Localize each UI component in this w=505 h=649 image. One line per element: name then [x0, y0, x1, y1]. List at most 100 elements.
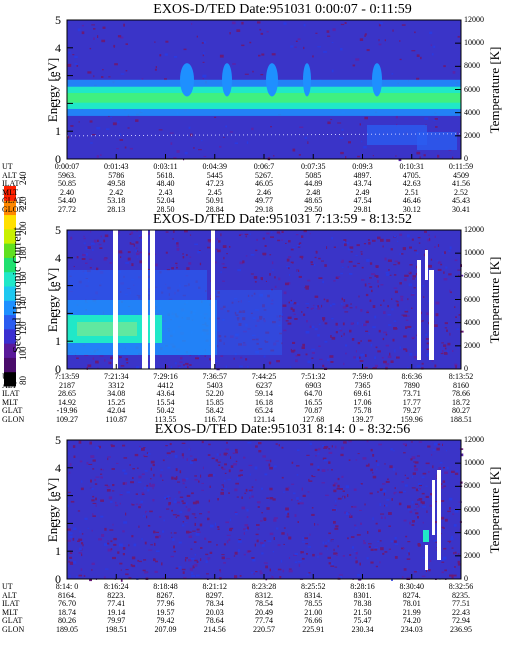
noise-cell: [295, 40, 298, 42]
noise-cell: [141, 492, 144, 496]
orbit-table-cell: 8:21:12: [202, 582, 227, 591]
orbit-table-row-label: UT: [2, 372, 13, 381]
orbit-table-cell: 0:09:3: [352, 162, 373, 171]
noise-cell: [297, 502, 300, 505]
noise-cell: [301, 541, 306, 543]
noise-cell: [138, 525, 140, 528]
noise-cell: [378, 443, 382, 446]
noise-cell: [176, 247, 180, 251]
noise-cell: [323, 445, 328, 448]
noise-cell: [174, 362, 177, 365]
noise-cell: [331, 42, 334, 44]
noise-cell: [182, 256, 185, 259]
noise-cell: [96, 126, 101, 130]
orbit-table-cell: 20.49: [255, 607, 273, 617]
noise-cell: [188, 535, 193, 538]
noise-cell: [92, 459, 96, 462]
noise-cell: [180, 356, 183, 360]
orbit-table-row-label: GLAT: [2, 406, 23, 416]
orbit-table-cell: 45.43: [452, 196, 470, 206]
noise-cell: [186, 267, 190, 271]
chart-time-range: 8:14: 0 - 8:32:56: [316, 422, 411, 437]
noise-cell: [136, 230, 138, 232]
saturation-spike: [432, 480, 435, 535]
noise-cell: [377, 491, 379, 493]
noise-cell: [170, 142, 173, 145]
noise-cell: [209, 358, 212, 361]
noise-cell: [294, 46, 297, 48]
noise-cell: [429, 237, 431, 241]
noise-cell: [120, 256, 122, 258]
noise-cell: [216, 453, 219, 456]
y2-tick-label: 4000: [464, 107, 480, 117]
orbit-table-row-label: ALT: [2, 170, 17, 180]
noise-cell: [412, 275, 416, 278]
saturation-spike: [437, 470, 441, 560]
y-tick-label: 4: [55, 40, 61, 55]
noise-cell: [97, 35, 99, 38]
noise-cell: [78, 121, 80, 123]
noise-cell: [246, 516, 249, 519]
noise-cell: [252, 70, 254, 73]
noise-cell: [315, 306, 318, 308]
noise-cell: [234, 488, 238, 492]
orbit-table-row-label: ILAT: [2, 179, 20, 189]
noise-cell: [322, 280, 324, 284]
noise-cell: [340, 23, 345, 26]
noise-cell: [119, 562, 123, 565]
noise-cell: [337, 477, 340, 481]
noise-cell: [102, 69, 104, 71]
noise-cell: [309, 442, 312, 446]
orbit-table-cell: 0:11:59: [448, 162, 474, 171]
noise-cell: [333, 521, 336, 524]
noise-cell: [108, 361, 110, 365]
noise-cell: [372, 155, 374, 157]
noise-cell: [271, 288, 273, 291]
noise-cell: [364, 366, 368, 369]
orbit-table-cell: 8235.: [452, 590, 470, 600]
y2-tick-label: 12000: [464, 435, 484, 444]
noise-cell: [363, 146, 367, 149]
noise-cell: [375, 346, 378, 349]
noise-cell: [399, 282, 402, 285]
noise-cell: [221, 488, 224, 491]
noise-cell: [217, 249, 221, 253]
noise-cell: [393, 327, 397, 330]
noise-cell: [396, 356, 400, 359]
noise-cell: [97, 367, 99, 370]
orbit-table-cell: 41.56: [452, 179, 470, 189]
orbit-table-cell: 2.45: [207, 187, 222, 197]
noise-cell: [107, 548, 112, 552]
y2-tick-label: 0: [464, 364, 468, 373]
noise-cell: [166, 269, 170, 271]
noise-cell: [215, 248, 218, 250]
noise-cell: [301, 311, 303, 313]
noise-cell: [263, 519, 267, 521]
noise-cell: [215, 459, 218, 462]
noise-cell: [155, 550, 160, 552]
noise-cell: [421, 362, 424, 365]
noise-cell: [307, 546, 311, 548]
noise-cell: [100, 476, 103, 479]
orbit-table-cell: 189.05: [56, 624, 78, 634]
noise-cell: [355, 255, 358, 257]
noise-cell: [342, 322, 345, 326]
noise-cell: [402, 247, 406, 251]
orbit-table-row-label: GLAT: [2, 616, 23, 626]
noise-cell: [245, 235, 247, 238]
noise-cell: [458, 314, 461, 316]
noise-cell: [421, 367, 424, 370]
noise-cell: [416, 455, 420, 457]
colorbar-swatch: [4, 214, 16, 230]
noise-cell: [341, 259, 344, 262]
orbit-table-cell: 17.77: [402, 397, 421, 407]
noise-cell: [125, 512, 127, 516]
orbit-table-cell: 127.68: [302, 414, 325, 424]
noise-cell: [416, 506, 418, 508]
noise-cell: [345, 352, 347, 355]
noise-cell: [370, 561, 374, 564]
noise-cell: [416, 570, 419, 572]
noise-cell: [291, 499, 293, 501]
noise-cell: [185, 254, 188, 256]
noise-cell: [353, 356, 356, 359]
